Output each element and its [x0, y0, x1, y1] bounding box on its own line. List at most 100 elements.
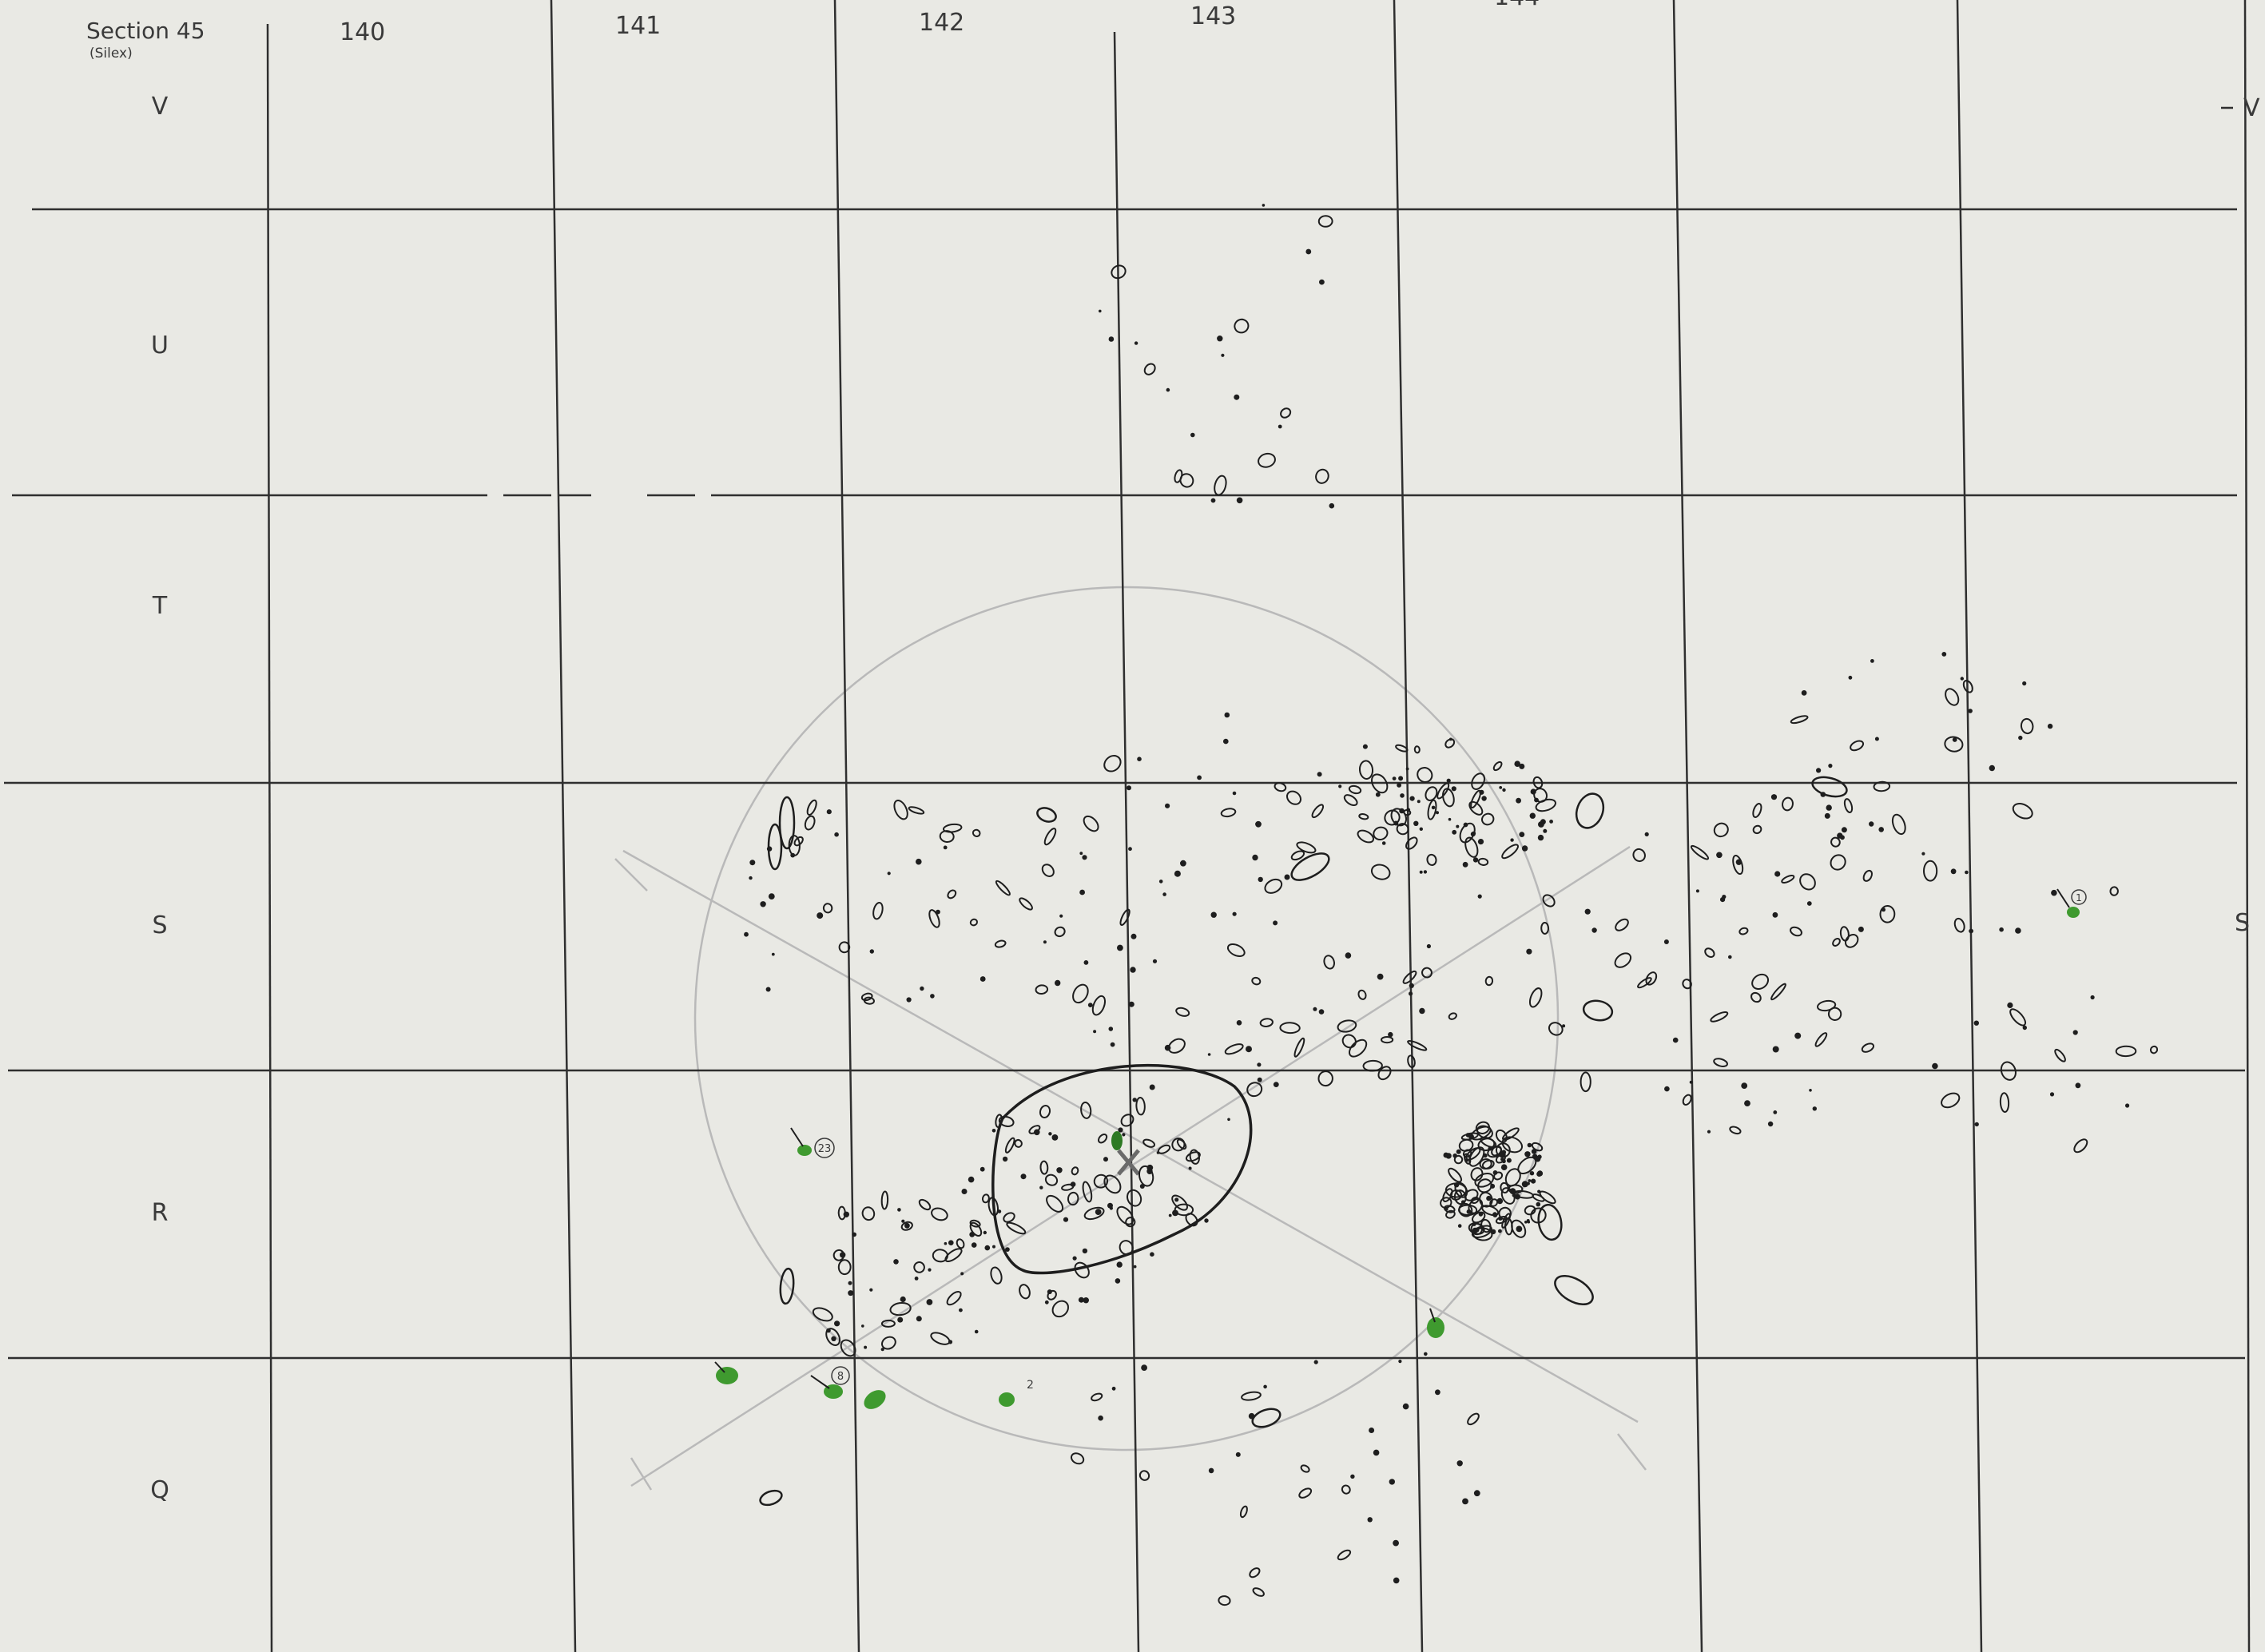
artifact-outline: [1006, 1221, 1027, 1235]
artifact-outline: [1041, 864, 1055, 877]
artifact-point: [960, 1272, 964, 1276]
artifact-point: [1132, 1098, 1137, 1102]
artifact-point: [1130, 967, 1136, 973]
artifact-point: [1083, 1297, 1090, 1304]
artifact-point: [1932, 1062, 1938, 1070]
artifact-outline: [1143, 363, 1156, 375]
find-label: 8: [837, 1371, 844, 1383]
artifact-outline: [778, 796, 796, 850]
artifact-point: [914, 1277, 919, 1281]
guide-cross: [614, 858, 648, 892]
artifact-outline: [1171, 1138, 1186, 1152]
artifact-point: [1118, 1127, 1123, 1133]
hearth-center-mark: [1117, 1149, 1140, 1176]
artifact-point: [1318, 1009, 1325, 1015]
artifact-point: [1048, 1132, 1052, 1136]
artifact-outline: [1713, 822, 1729, 838]
artifact-point: [1139, 1184, 1145, 1189]
find-circle: [2071, 889, 2087, 905]
artifact-point: [1562, 1024, 1566, 1028]
artifact-outline: [994, 939, 1007, 948]
artifact-outline: [1615, 918, 1629, 931]
artifact-outline: [947, 889, 957, 899]
artifact-point: [1208, 1467, 1214, 1474]
artifact-point: [1528, 1179, 1532, 1182]
artifact-outline: [1738, 927, 1749, 935]
artifact-outline: [1384, 809, 1401, 826]
artifact-outline: [1502, 1127, 1520, 1141]
artifact-outline: [881, 1336, 896, 1350]
artifact-outline: [1554, 1274, 1594, 1306]
artifact-point: [983, 1230, 987, 1235]
artifact-point: [1663, 939, 1669, 944]
artifact-outline: [1524, 1205, 1536, 1216]
artifact-point: [1456, 1149, 1461, 1154]
artifact-point: [1524, 1151, 1531, 1158]
artifact-outline: [1371, 773, 1389, 794]
grid-vertical-line: [1113, 31, 1140, 1652]
artifact-point: [1127, 785, 1131, 791]
artifact-point: [1172, 1209, 1178, 1217]
artifact-point: [1502, 788, 1506, 792]
artifact-point: [765, 987, 771, 992]
artifact-outline: [1135, 1097, 1146, 1116]
artifact-outline: [1241, 1391, 1262, 1401]
artifact-outline: [793, 836, 804, 847]
artifact-point: [1273, 920, 1278, 926]
artifact-outline: [1083, 815, 1099, 832]
artifact-outline: [1004, 1137, 1015, 1154]
artifact-point: [1477, 839, 1484, 845]
artifact-point: [1468, 1134, 1474, 1140]
artifact-point: [1393, 1539, 1399, 1547]
artifact-point: [1537, 834, 1544, 841]
artifact-point: [1020, 1173, 1027, 1180]
artifact-outline: [1074, 1261, 1090, 1279]
artifact-point: [1258, 876, 1263, 883]
artifact-point: [1496, 1197, 1504, 1205]
artifact-outline: [1729, 1126, 1742, 1135]
artifact-point: [1816, 768, 1822, 773]
artifact-point: [1236, 497, 1243, 504]
artifact-outline: [1436, 782, 1450, 800]
artifact-point: [1536, 1201, 1541, 1207]
artifact-point: [1445, 1153, 1452, 1159]
artifact-point: [1451, 786, 1456, 792]
artifact-point: [1093, 1030, 1097, 1034]
artifact-outline: [1458, 1204, 1478, 1217]
artifact-point: [1134, 341, 1138, 345]
row-labels: V U T S R Q: [150, 93, 169, 1504]
artifact-outline: [1395, 744, 1409, 753]
artifact-outline: [1542, 894, 1556, 907]
artifact-outline: [1464, 1153, 1472, 1165]
artifact-outline: [1279, 1022, 1301, 1034]
artifact-outline: [2109, 886, 2119, 896]
artifact-outline: [1357, 989, 1367, 1000]
artifact-outline: [1119, 908, 1131, 926]
artifact-point: [2018, 735, 2023, 741]
artifact-outline: [1070, 1452, 1085, 1465]
find-label: 2: [1027, 1379, 1034, 1392]
artifact-outline: [1396, 823, 1409, 836]
artifact-point: [1537, 1189, 1541, 1193]
artifact-outline: [1501, 1136, 1524, 1154]
artifact-point: [1950, 868, 1957, 875]
artifact-point: [901, 1219, 905, 1223]
artifact-point: [1974, 1122, 1979, 1127]
artifact-outline: [1274, 782, 1287, 792]
artifact-point: [1858, 926, 1864, 932]
artifact-outline: [995, 880, 1011, 896]
artifact-point: [1174, 1197, 1179, 1202]
artifact-outline: [1480, 812, 1495, 826]
artifact-point: [1373, 1449, 1380, 1456]
artifact-point: [1221, 353, 1225, 357]
artifact-outline: [1425, 786, 1438, 801]
artifact-point: [1741, 1082, 1748, 1089]
artifact-outline: [872, 901, 884, 920]
artifact-outline: [1259, 1018, 1274, 1027]
grid-vertical-line: [1672, 0, 1703, 1652]
artifact-outline: [2009, 1008, 2027, 1027]
artifact-point: [1519, 763, 1525, 769]
artifact-outline: [1138, 1470, 1150, 1481]
column-label: 142: [919, 9, 964, 37]
artifact-point: [1043, 940, 1047, 944]
